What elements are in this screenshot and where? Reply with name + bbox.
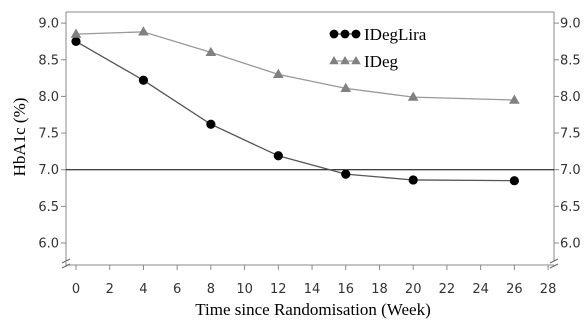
legend-label: IDegLira <box>364 25 427 44</box>
axis-break-left <box>61 258 71 269</box>
y-tick-label-right: 7.5 <box>560 127 581 142</box>
y-tick-label-right: 6.5 <box>560 200 581 215</box>
legend-item-ideglira: IDegLira <box>329 25 427 44</box>
data-point-ideglira <box>138 75 149 85</box>
y-tick-label-left: 7.0 <box>38 163 59 178</box>
y-tick-label-right: 9.0 <box>560 17 581 32</box>
legend-marker <box>329 29 339 39</box>
axis-ticks: 0 2 4 6 8 10 12 14 16 18 20 22 24 26 286.06.57.07.58.0… <box>38 17 580 297</box>
x-tick-label: 10 <box>236 282 253 297</box>
y-tick-label-right: 6.0 <box>560 237 581 252</box>
data-point-ideg <box>138 26 149 36</box>
data-point-ideg <box>340 82 352 92</box>
y-tick-label-right: 8.0 <box>560 90 581 105</box>
y-tick-label-right: 7.0 <box>560 163 581 178</box>
x-tick-label: 14 <box>304 282 321 297</box>
axis-break-right <box>549 258 559 269</box>
legend-marker <box>351 56 361 65</box>
data-point-ideglira <box>206 119 216 129</box>
y-tick-label-left: 7.5 <box>38 127 59 142</box>
legend: IDegLira IDeg <box>329 25 427 71</box>
data-point-ideglira <box>273 151 283 161</box>
x-tick-label: 4 <box>139 282 147 297</box>
legend-marker <box>340 29 350 39</box>
data-point-ideg <box>70 28 82 38</box>
legend-label: IDeg <box>364 52 398 71</box>
x-tick-label: 18 <box>371 282 388 297</box>
y-tick-label-left: 9.0 <box>38 17 59 32</box>
data-point-ideg <box>509 94 520 104</box>
x-tick-label: 12 <box>270 282 287 297</box>
series-lines <box>75 31 515 182</box>
x-tick-label: 8 <box>207 282 215 297</box>
x-tick-label: 22 <box>439 282 456 297</box>
y-tick-label-right: 8.5 <box>560 53 581 68</box>
x-tick-label: 16 <box>337 282 354 297</box>
legend-item-ideg: IDeg <box>329 52 398 71</box>
series-markers <box>70 26 520 186</box>
x-tick-label: 20 <box>405 282 422 297</box>
y-tick-label-left: 6.5 <box>38 200 59 215</box>
legend-marker <box>329 56 339 65</box>
data-point-ideg <box>273 68 284 79</box>
data-point-ideglira <box>71 36 81 47</box>
series-line-ideg <box>75 31 515 101</box>
data-point-ideg <box>205 46 217 57</box>
x-tick-label: 6 <box>173 282 181 297</box>
x-tick-label: 2 <box>106 282 114 297</box>
series-line-ideglira <box>75 40 515 182</box>
data-point-ideglira <box>341 169 351 179</box>
data-point-ideg <box>407 91 419 101</box>
data-point-ideglira <box>509 176 519 186</box>
x-axis-title: Time since Randomisation (Week) <box>195 300 431 319</box>
x-tick-label: 28 <box>540 282 557 297</box>
data-point-ideglira <box>408 175 418 185</box>
legend-marker <box>351 29 361 39</box>
y-tick-label-left: 8.0 <box>38 90 59 105</box>
legend-marker <box>340 56 350 65</box>
x-tick-label: 26 <box>506 282 523 297</box>
x-tick-label: 24 <box>472 282 489 297</box>
plot-frame <box>61 11 559 269</box>
y-tick-label-left: 6.0 <box>38 237 59 252</box>
y-tick-label-left: 8.5 <box>38 53 59 68</box>
x-tick-label: 0 <box>72 282 80 297</box>
y-axis-title: HbA1c (%) <box>10 98 29 177</box>
